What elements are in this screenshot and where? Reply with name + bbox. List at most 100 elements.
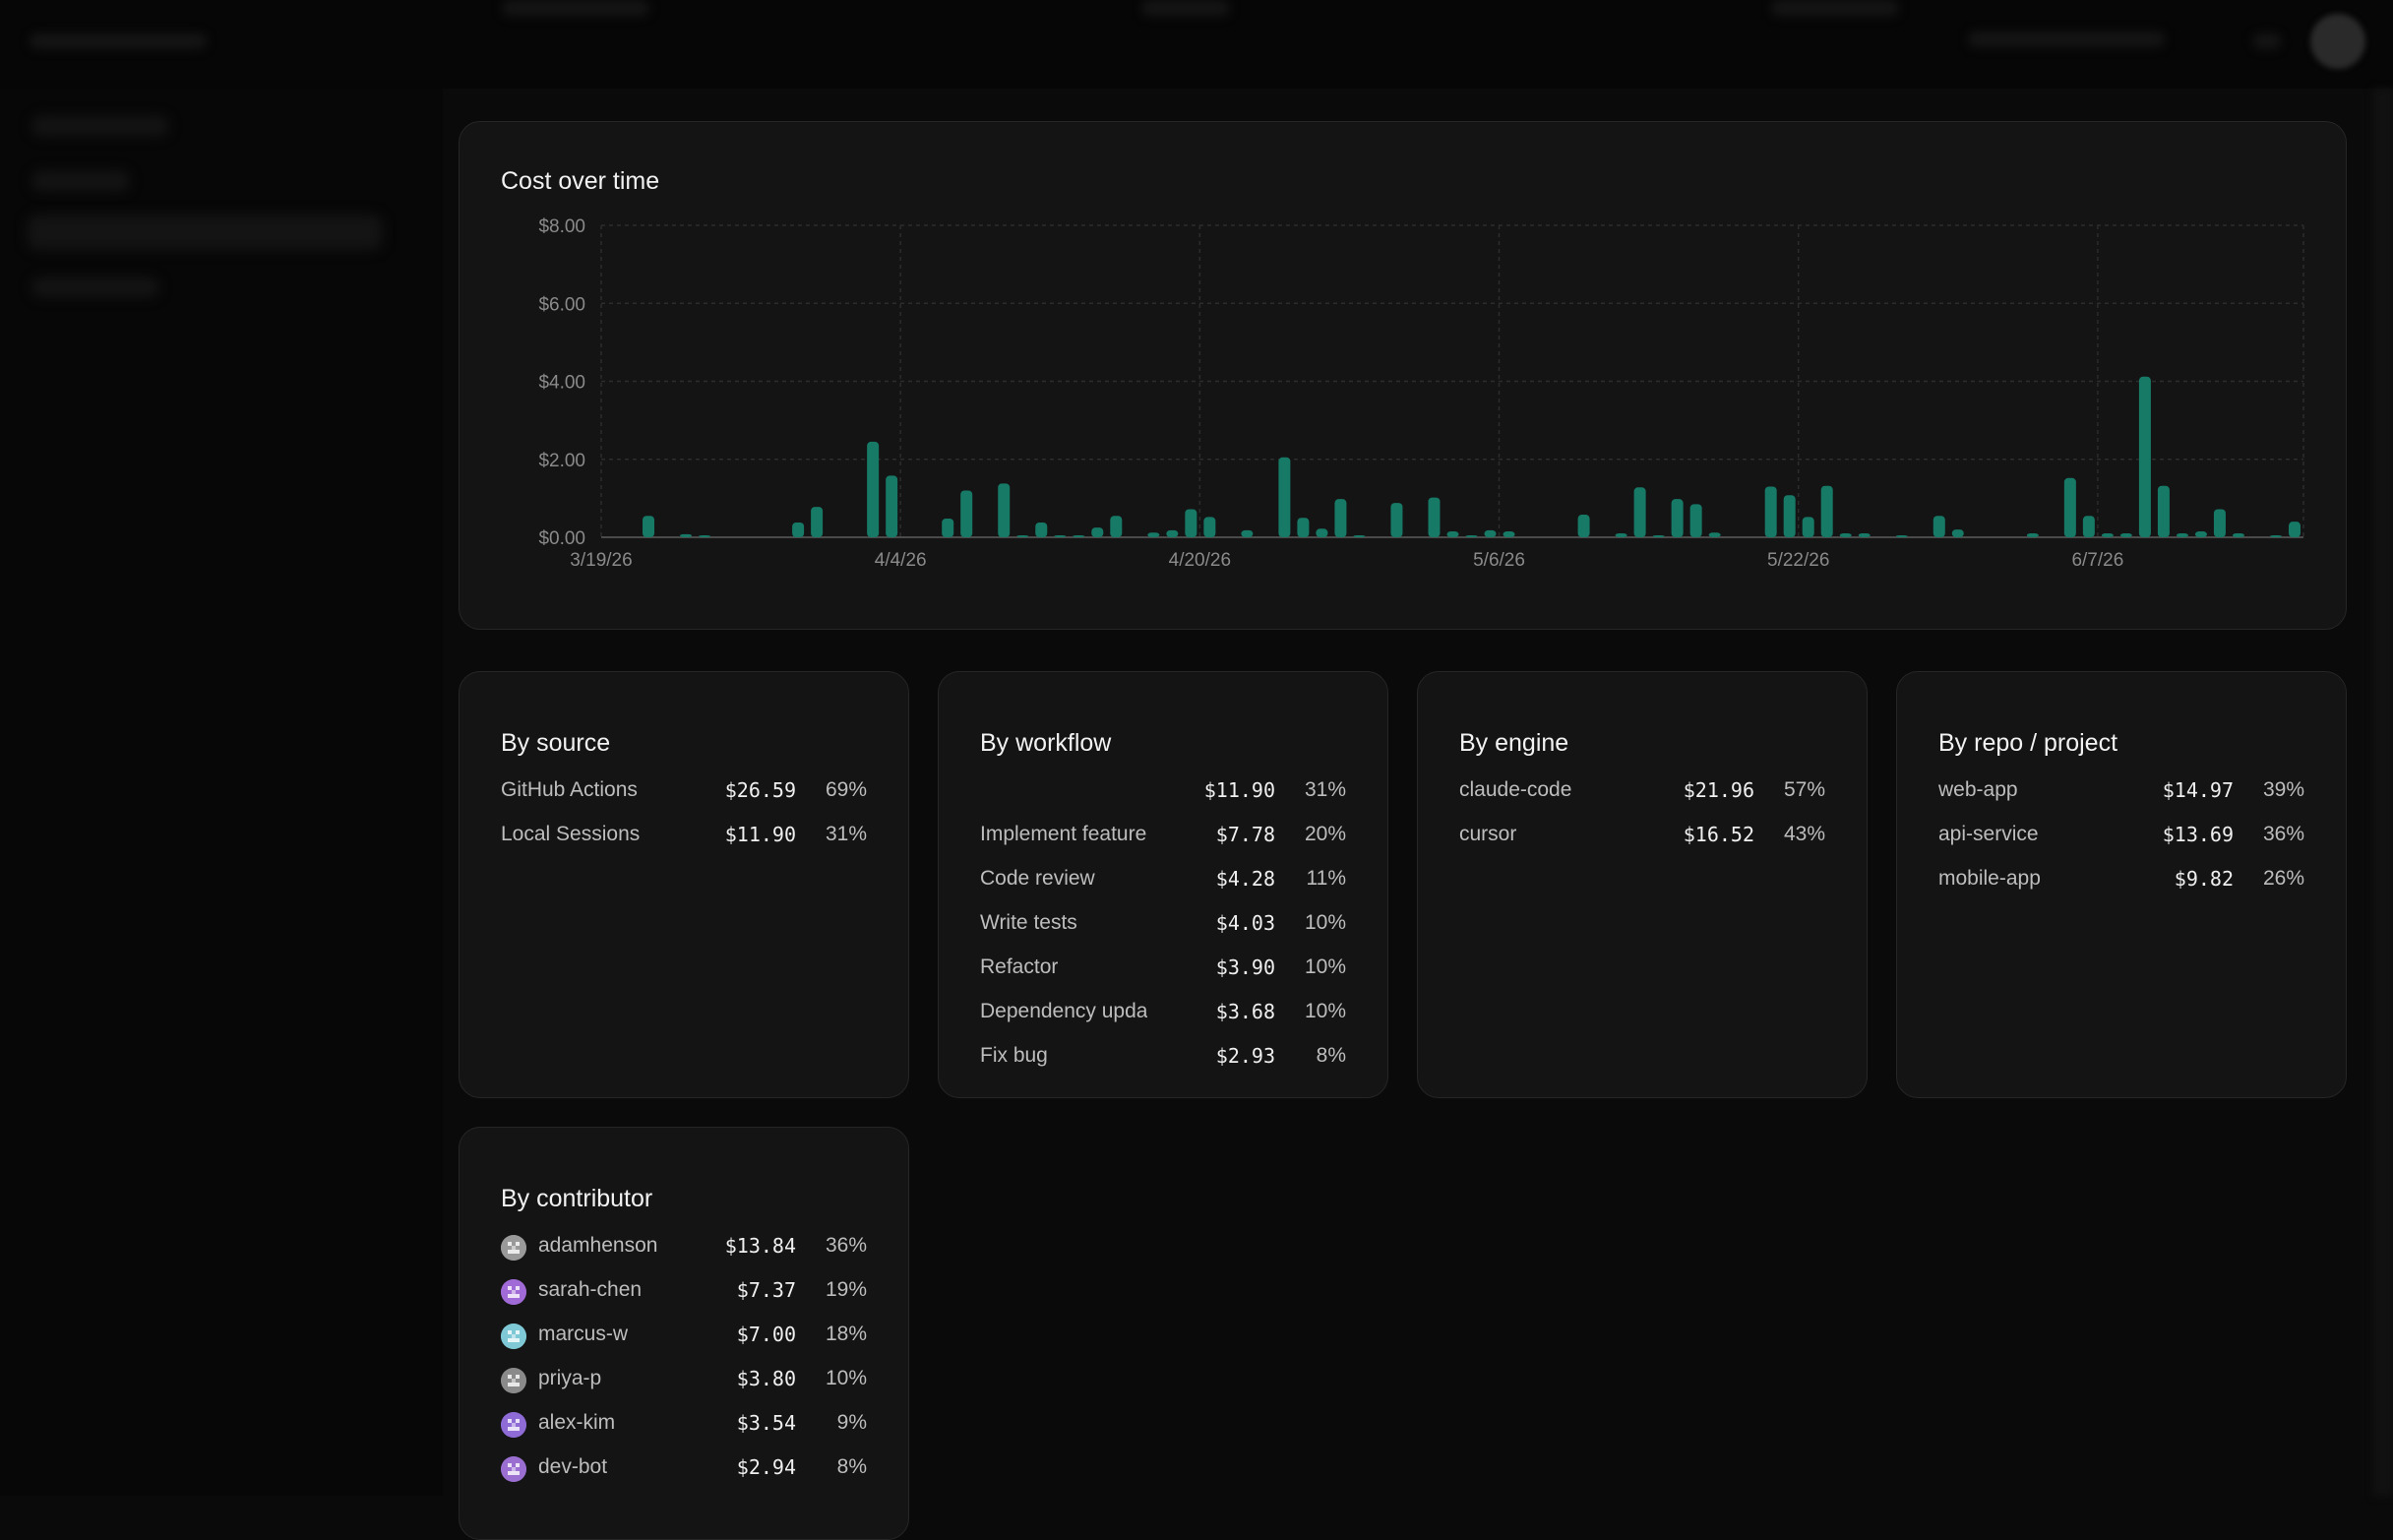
x-tick-label: 6/7/26 [2071,550,2123,571]
bar [1035,522,1048,537]
x-tick-label: 4/4/26 [875,550,927,571]
user-avatar[interactable] [2310,14,2365,69]
contributor-list: adamhenson $13.84 36% sarah-chen $7.37 19% mar… [501,1234,867,1500]
row-percent: 10% [1304,911,1346,934]
sidebar-item[interactable] [31,171,130,191]
row-amount: $14.97 [2162,778,2234,802]
bar [2138,376,2151,537]
bar [1633,487,1646,537]
workflow-list: $11.90 31% Implement feature $7.78 20% Code r… [980,778,1346,1088]
bar [1615,533,1627,537]
by-workflow-card: By workflow $11.90 31% Implement feature $7… [938,671,1388,1098]
x-tick-label: 4/20/26 [1169,550,1231,571]
by-contributor-card: By contributor adamhenson $13.84 36% sarah-… [459,1127,909,1540]
bar [1428,497,1441,537]
bar [2232,533,2244,537]
row-percent: 26% [2262,867,2304,890]
nav-link[interactable] [1141,0,1230,16]
bar [1802,517,1814,537]
contributor-avatar [501,1235,526,1261]
bar [680,533,693,537]
bar [1951,529,1964,537]
row-label: GitHub Actions [501,778,638,801]
contributor-row: alex-kim $3.54 9% [501,1411,867,1455]
cost-over-time-card: Cost over time $8.00 $6.00 $4.00 $2.00 $0.00… [459,121,2347,630]
row-label: Fix bug [980,1044,1048,1067]
row-amount: $3.68 [1215,1000,1275,1023]
row-percent: 10% [825,1367,867,1389]
contributor-avatar [501,1412,526,1438]
row-percent: 31% [825,823,867,845]
bar [792,522,805,537]
breakdown-row: web-app $14.97 39% [1938,778,2304,823]
row-amount: $7.00 [736,1323,796,1346]
contributor-row: priya-p $3.80 10% [501,1367,867,1411]
row-percent: 8% [836,1455,867,1478]
sidebar-item[interactable] [31,116,169,136]
contributor-row: marcus-w $7.00 18% [501,1323,867,1367]
card-title: By repo / project [1938,729,2118,757]
bar [1316,528,1328,537]
cost-over-time-chart: $8.00 $6.00 $4.00 $2.00 $0.003/19/26 4/4/26 4/… [538,216,2304,571]
bar [886,475,898,537]
row-amount: $13.69 [2162,823,2234,846]
workspace-selector[interactable] [1968,31,2165,47]
bar [1166,529,1179,537]
sidebar-item-active[interactable] [28,215,382,250]
bar [1465,535,1478,537]
contributor-avatar [501,1368,526,1393]
bar [2101,533,2114,537]
row-label: Write tests [980,911,1077,934]
card-title: By engine [1459,729,1569,757]
row-percent: 8% [1316,1044,1346,1067]
scrollbar[interactable] [2373,89,2393,1496]
row-label: priya-p [538,1367,602,1389]
sidebar-item[interactable] [31,277,159,297]
app-logo[interactable] [30,33,207,49]
bar [1708,532,1721,537]
bar [1091,527,1104,537]
y-tick-label: $0.00 [538,528,585,549]
bar [998,483,1011,537]
bar [2157,485,2170,537]
breakdown-row: Write tests $4.03 10% [980,911,1346,955]
bar [867,441,880,537]
by-repo-card: By repo / project web-app $14.97 39% api-se… [1896,671,2347,1098]
bar [2026,533,2039,537]
bar [1652,535,1665,537]
contributor-avatar [501,1279,526,1305]
breakdown-row: $11.90 31% [980,778,1346,823]
y-tick-label: $2.00 [538,451,585,471]
bar [1353,535,1366,537]
row-amount: $3.90 [1215,955,1275,979]
bar [2063,477,2076,537]
row-label: mobile-app [1938,867,2041,890]
bar [1185,509,1197,537]
row-amount: $7.37 [736,1278,796,1302]
bar [1334,499,1347,537]
breakdown-row: cursor $16.52 43% [1459,823,1825,867]
row-amount: $21.96 [1683,778,1754,802]
row-label: Implement feature [980,823,1147,845]
breakdown-row: GitHub Actions $26.59 69% [501,778,867,823]
nav-link[interactable] [1771,0,1899,16]
row-label: Code review [980,867,1095,890]
help-icon[interactable] [2253,33,2281,49]
x-tick-label: 3/19/26 [570,550,632,571]
row-label: dev-bot [538,1455,608,1478]
breakdown-row: Implement feature $7.78 20% [980,823,1346,867]
row-label: api-service [1938,823,2039,845]
row-label: cursor [1459,823,1517,845]
contributor-row: sarah-chen $7.37 19% [501,1278,867,1323]
row-amount: $3.80 [736,1367,796,1390]
bar [1839,533,1852,537]
bar [1203,517,1216,537]
bar [699,535,711,537]
bar [811,507,824,537]
bar [1297,518,1310,537]
breakdown-row: Fix bug $2.93 8% [980,1044,1346,1088]
bar [942,518,954,537]
nav-link[interactable] [502,0,649,16]
row-percent: 43% [1783,823,1825,845]
source-list: GitHub Actions $26.59 69% Local Sessions $11… [501,778,867,867]
